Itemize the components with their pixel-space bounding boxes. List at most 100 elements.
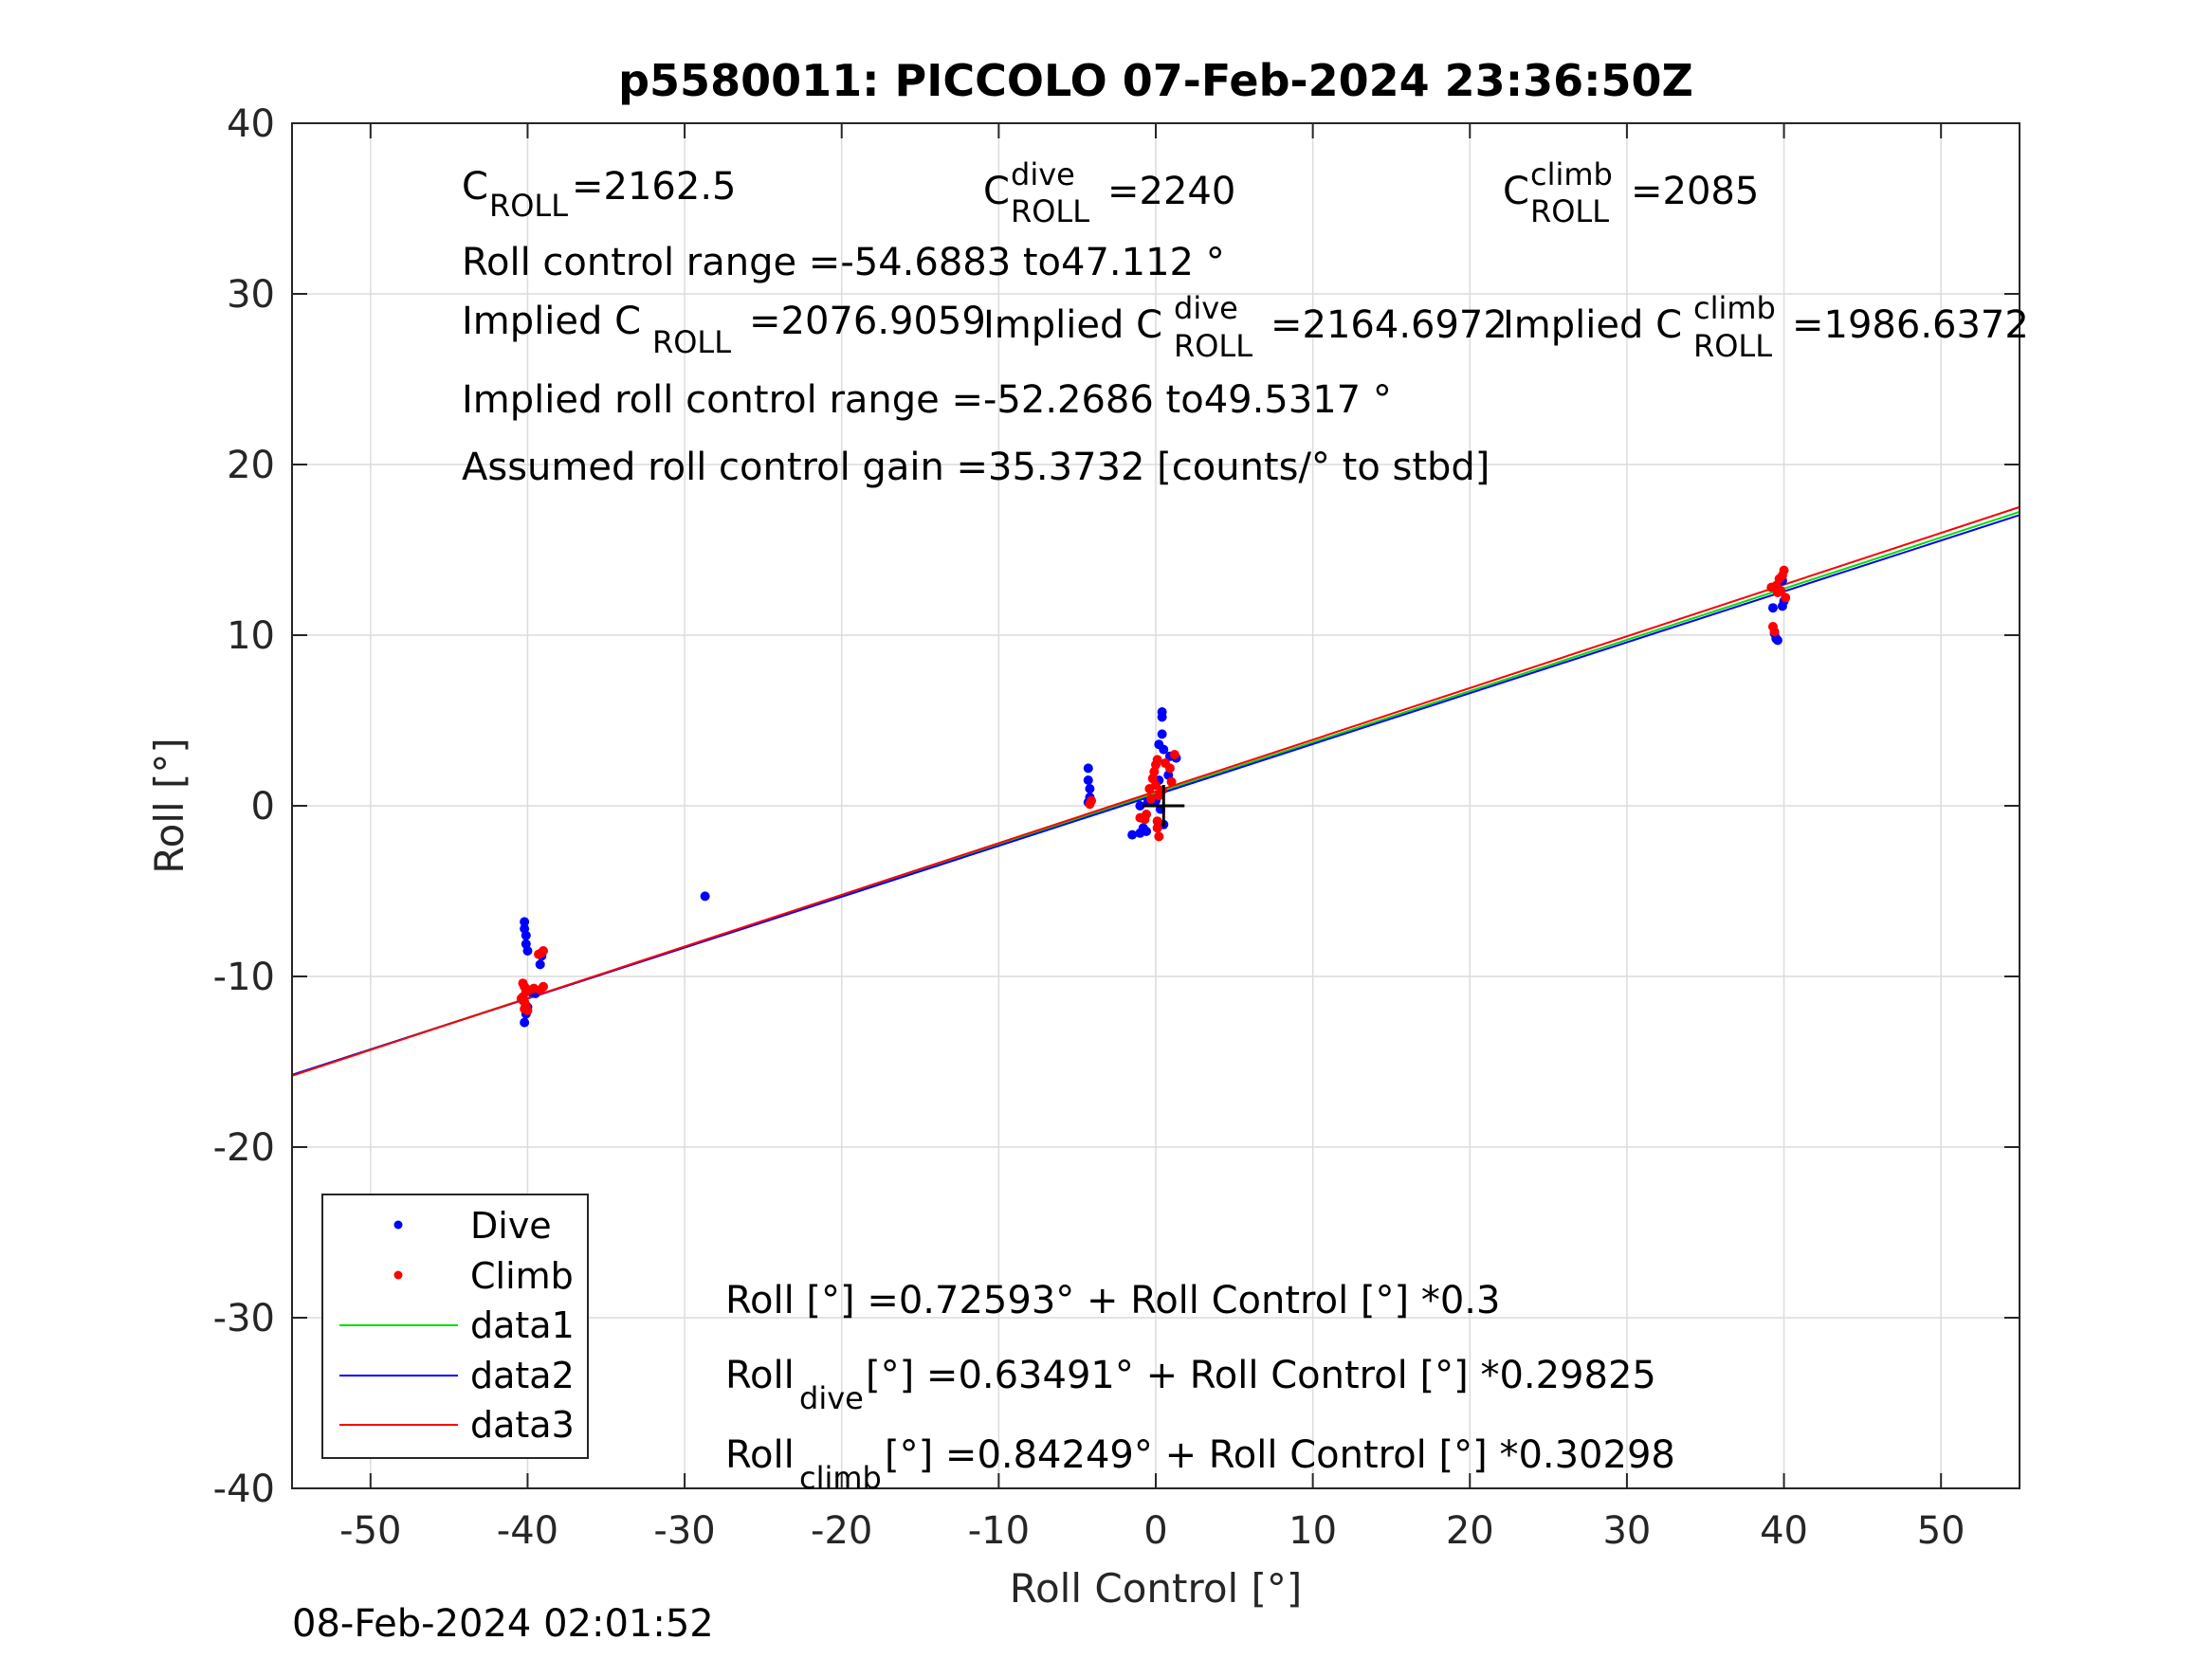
dive-point: [1085, 784, 1095, 793]
data-points: [516, 565, 1791, 1028]
climb-point: [520, 1004, 530, 1014]
x-tick-label: 30: [1602, 1509, 1651, 1553]
roll-control-range: Roll control range =-54.6883 to47.112 °: [462, 241, 1225, 284]
dive-point: [535, 959, 545, 970]
svg-text:C: C: [1503, 170, 1529, 213]
timestamp: 08-Feb-2024 02:01:52: [292, 1602, 714, 1646]
dive-point: [1767, 603, 1778, 613]
fit-line-data3: [291, 505, 2020, 1077]
x-tick-label: 40: [1760, 1509, 1808, 1553]
climb-point: [1772, 588, 1782, 597]
svg-text:climb: climb: [1530, 156, 1613, 192]
dive-point: [700, 891, 710, 902]
y-tick-label: -30: [213, 1297, 275, 1340]
y-tick-label: -10: [213, 956, 275, 999]
fit-climb-equation: Roll climb [°] =0.84249° + Roll Control …: [725, 1433, 1675, 1496]
svg-text:[°] =0.63491° + Roll Control [: [°] =0.63491° + Roll Control [°] *0.2982…: [866, 1354, 1656, 1397]
climb-point: [539, 946, 549, 956]
x-tick-labels: -50 -40 -30 -20 -10 0 10 20 30 40 50: [339, 1509, 1965, 1553]
x-tick-label: -30: [653, 1509, 715, 1553]
dive-point: [1135, 801, 1145, 811]
legend-label-data2: data2: [470, 1355, 575, 1396]
assumed-gain: Assumed roll control gain =35.3732 [coun…: [462, 446, 1490, 489]
climb-point: [539, 981, 549, 992]
climb-point: [1781, 592, 1791, 603]
climb-point: [1779, 565, 1789, 575]
dive-point: [1772, 635, 1782, 646]
implied-c-roll-dive-annotation: Implied C dive ROLL =2164.6972: [983, 290, 1508, 364]
svg-text:=2076.9059: =2076.9059: [749, 300, 986, 343]
legend-label-data1: data1: [470, 1304, 575, 1346]
svg-text:ROLL: ROLL: [652, 324, 731, 360]
svg-text:climb: climb: [799, 1460, 882, 1496]
y-tick-label: 20: [227, 444, 275, 487]
x-tick-label: -50: [339, 1509, 401, 1553]
svg-text:=2085: =2085: [1631, 170, 1759, 213]
svg-text:C: C: [462, 165, 488, 209]
c-roll-annotation: C ROLL =2162.5: [462, 165, 736, 224]
dive-point: [1159, 744, 1169, 755]
legend-label-climb: Climb: [470, 1255, 574, 1297]
y-tick-label: -20: [213, 1126, 275, 1170]
climb-point: [1142, 810, 1152, 819]
x-tick-label: 20: [1446, 1509, 1494, 1553]
y-tick-label: 0: [251, 785, 275, 829]
y-tick-label: -40: [213, 1468, 275, 1511]
dive-point: [1157, 729, 1167, 739]
climb-point: [1152, 755, 1162, 765]
svg-text:ROLL: ROLL: [1174, 328, 1252, 364]
dive-point: [522, 946, 533, 956]
y-tick-label: 40: [227, 102, 275, 146]
climb-point: [1157, 785, 1167, 795]
svg-text:ROLL: ROLL: [1011, 193, 1089, 229]
dive-point: [1083, 763, 1093, 774]
svg-text:Implied C: Implied C: [1503, 303, 1682, 347]
svg-text:=2164.6972: =2164.6972: [1271, 303, 1508, 347]
legend-marker-climb: [393, 1270, 403, 1280]
legend-label-dive: Dive: [470, 1205, 552, 1247]
svg-text:=2240: =2240: [1107, 170, 1235, 213]
x-tick-label: -10: [968, 1509, 1030, 1553]
legend-marker-dive: [393, 1220, 403, 1230]
svg-text:=1986.6372: =1986.6372: [1792, 303, 2029, 347]
x-tick-label: -40: [497, 1509, 558, 1553]
x-tick-label: 50: [1917, 1509, 1965, 1553]
center-mark: [1143, 785, 1185, 827]
svg-text:[°] =0.84249° + Roll Control [: [°] =0.84249° + Roll Control [°] *0.3029…: [885, 1433, 1675, 1477]
dive-point: [1157, 707, 1167, 717]
x-axis-label: Roll Control [°]: [1010, 1565, 1303, 1612]
y-axis-label: Roll [°]: [146, 738, 192, 873]
x-tick-label: 0: [1143, 1509, 1167, 1553]
implied-c-roll-climb-annotation: Implied C climb ROLL =1986.6372: [1503, 290, 2029, 364]
svg-text:dive: dive: [1011, 156, 1075, 192]
svg-text:C: C: [983, 170, 1010, 213]
implied-range: Implied roll control range =-52.2686 to4…: [462, 378, 1392, 422]
x-tick-label: -20: [811, 1509, 872, 1553]
y-tick-label: 30: [227, 273, 275, 317]
climb-point: [1769, 627, 1780, 637]
climb-point: [1152, 816, 1162, 827]
svg-text:dive: dive: [1174, 290, 1238, 326]
dive-point: [520, 917, 530, 927]
svg-text:climb: climb: [1693, 290, 1776, 326]
c-roll-dive-annotation: C dive ROLL =2240: [983, 156, 1235, 229]
x-tick-label: 10: [1289, 1509, 1337, 1553]
dive-point: [1083, 775, 1093, 785]
svg-text:Implied C: Implied C: [462, 300, 641, 343]
svg-text:ROLL: ROLL: [1530, 193, 1609, 229]
climb-point: [1146, 793, 1157, 804]
svg-text:ROLL: ROLL: [489, 188, 568, 224]
dive-point: [521, 930, 531, 940]
y-tick-labels: -40 -30 -20 -10 0 10 20 30 40: [213, 102, 275, 1511]
svg-text:Implied C: Implied C: [983, 303, 1162, 347]
climb-point: [1151, 780, 1161, 791]
fit-dive-equation: Roll dive [°] =0.63491° + Roll Control […: [725, 1354, 1656, 1416]
climb-point: [1169, 750, 1179, 759]
c-roll-climb-annotation: C climb ROLL =2085: [1503, 156, 1759, 229]
legend: Dive Climb data1 data2 data3: [321, 1194, 589, 1459]
climb-point: [516, 994, 526, 1004]
legend-label-data3: data3: [470, 1404, 575, 1446]
climb-point: [1154, 831, 1164, 842]
dive-point: [520, 1017, 530, 1028]
climb-point: [1087, 795, 1097, 806]
